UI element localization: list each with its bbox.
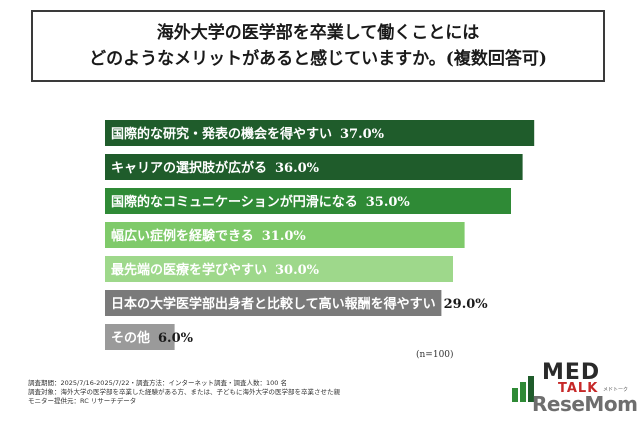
footer-line-period: 調査期間：2025/7/16-2025/7/22・調査方法：インターネット調査・…: [28, 379, 287, 387]
bar-label-7: その他 6.0%: [111, 330, 194, 346]
category-label-2: キャリアの選択肢が広がる: [111, 160, 267, 176]
bar-7: [105, 324, 175, 350]
bar-4: [105, 222, 465, 248]
survey-footer: 調査期間：2025/7/16-2025/7/22・調査方法：インターネット調査・…: [28, 379, 340, 406]
category-label-5: 最先端の医療を学びやすい: [111, 262, 267, 278]
value-label-5: 30.0%: [275, 263, 320, 278]
value-label-1: 37.0%: [340, 127, 385, 142]
bar-6: [105, 290, 442, 316]
value-label-2: 36.0%: [275, 161, 320, 176]
value-label-3: 35.0%: [366, 195, 411, 210]
bar-1: [105, 120, 535, 146]
bar-label-2: キャリアの選択肢が広がる 36.0%: [111, 160, 320, 176]
category-label-1: 国際的な研究・発表の機会を得やすい: [111, 126, 332, 142]
bar-label-6: 日本の大学医学部出身者と比較して高い報酬を得やすい 29.0%: [111, 296, 488, 312]
bar-3: [105, 188, 511, 214]
bar-graph-logo-icon: [512, 376, 534, 402]
logo-med-text: MED: [542, 360, 601, 385]
bar-label-1: 国際的な研究・発表の機会を得やすい 37.0%: [111, 126, 385, 142]
value-label-4: 31.0%: [262, 229, 307, 244]
logo-resemom-text: ReseMom: [532, 392, 638, 416]
category-label-4: 幅広い症例を経験できる: [111, 228, 254, 244]
logo-talk-text: TALK: [558, 381, 599, 396]
chart-title-line-1: 海外大学の医学部を卒業して働くことには: [156, 23, 480, 43]
sample-size-note: (n=100): [416, 350, 454, 360]
bar-2: [105, 154, 523, 180]
medtalk-resemom-logo: MED TALK メドトーク ReseMom: [510, 360, 638, 420]
category-label-7: その他: [111, 330, 150, 346]
value-label-6: 29.0%: [444, 297, 489, 312]
title-box: 海外大学の医学部を卒業して働くことには どのようなメリットがあると感じていますか…: [31, 10, 605, 82]
footer-line-provider: モニター提供元：RC リサーチデータ: [28, 397, 137, 405]
category-label-3: 国際的なコミュニケーションが円滑になる: [111, 194, 358, 210]
bar-label-5: 最先端の医療を学びやすい 30.0%: [111, 262, 320, 278]
footer-line-target: 調査対象：海外大学の医学部を卒業した経験がある方、または、子どもに海外大学の医学…: [28, 388, 340, 396]
bar-label-4: 幅広い症例を経験できる 31.0%: [111, 228, 306, 244]
category-label-6: 日本の大学医学部出身者と比較して高い報酬を得やすい: [111, 296, 436, 312]
logo-sub-text: メドトーク: [603, 387, 629, 393]
bar-label-3: 国際的なコミュニケーションが円滑になる 35.0%: [111, 194, 410, 210]
chart-title-line-2: どのようなメリットがあると感じていますか。(複数回答可): [89, 49, 547, 69]
value-label-7: 6.0%: [158, 331, 194, 346]
bar-5: [105, 256, 453, 282]
